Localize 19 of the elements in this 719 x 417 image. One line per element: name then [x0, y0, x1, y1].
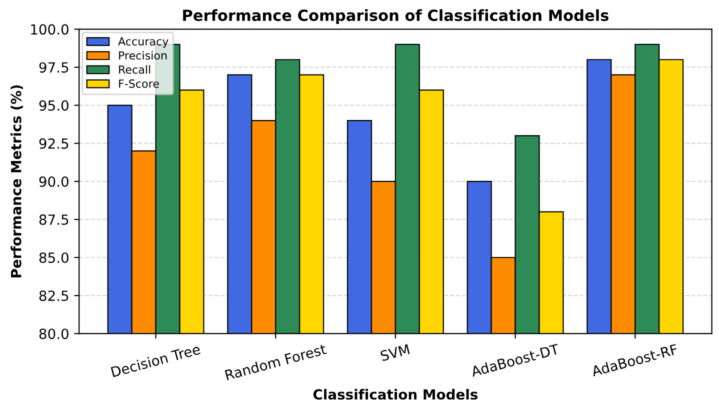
legend-label: Precision [119, 51, 167, 60]
legend-label: Accuracy [118, 37, 168, 48]
y-tick-label: 100.0 [31, 24, 68, 35]
x-tick-label: Random Forest [224, 343, 327, 380]
chart-title: Performance Comparison of Classification Models [183, 9, 608, 24]
y-tick-label: 97.5 [39, 62, 68, 73]
y-tick-label: 90.0 [39, 176, 68, 187]
x-tick-label: SVM [380, 344, 410, 362]
y-axis-title: Performance Metrics (%) [10, 85, 23, 278]
y-tick-label: 87.5 [39, 214, 68, 225]
y-tick-label: 92.5 [39, 138, 68, 149]
y-tick-label: 82.5 [39, 290, 68, 302]
y-tick-label: 80.0 [39, 328, 68, 340]
legend-label: F-Score [119, 79, 159, 88]
y-tick-label: 85.0 [39, 252, 68, 263]
y-tick-label: 95.0 [39, 100, 68, 111]
x-axis-title: Classification Models [313, 388, 478, 400]
x-tick-label: Decision Tree [110, 344, 201, 378]
legend-label: Recall [119, 65, 150, 74]
